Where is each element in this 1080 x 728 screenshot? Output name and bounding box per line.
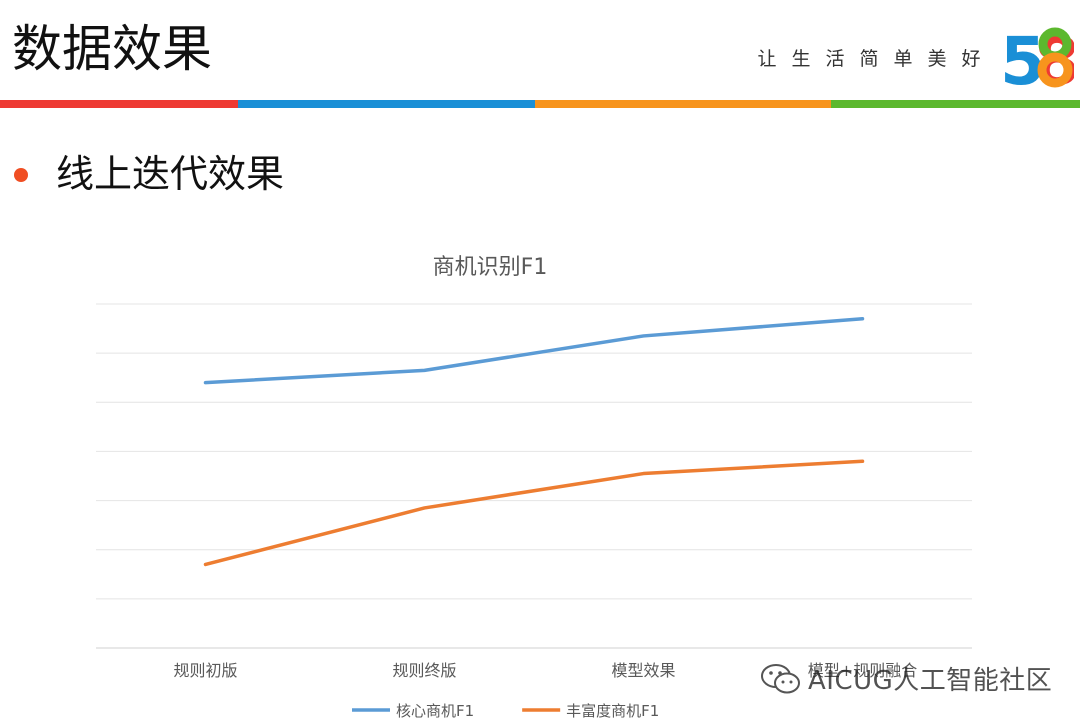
color-bar-red xyxy=(0,100,238,108)
series-line-2 xyxy=(203,459,865,567)
x-tick-label: 规则初版 xyxy=(173,661,237,680)
color-bar-blue xyxy=(238,100,535,108)
color-bar-green xyxy=(831,100,1080,108)
legend-label-2: 丰富度商机F1 xyxy=(566,702,659,720)
slogan-char: 好 xyxy=(961,48,981,70)
slogan-char: 美 xyxy=(927,48,947,70)
series-line-1 xyxy=(203,316,865,385)
x-tick-label: 模型+规则融合 xyxy=(808,661,917,680)
brand-logo: 5 8 xyxy=(1000,24,1074,90)
bullet-dot xyxy=(14,168,28,182)
slogan-char: 单 xyxy=(893,48,913,70)
logo-ring-orange xyxy=(1037,52,1073,88)
legend-label-1: 核心商机F1 xyxy=(396,702,474,720)
x-tick-label: 规则终版 xyxy=(392,661,456,680)
watermark: AICUG人工智能社区 xyxy=(760,660,1052,697)
page-title: 数据效果 xyxy=(12,20,212,78)
slogan-char: 活 xyxy=(825,48,845,70)
x-tick-label: 模型效果 xyxy=(611,661,675,680)
slogan-char: 简 xyxy=(859,48,879,70)
f1-line-chart: 商机识别F1 规则初版 规则终版 模型效果 模型+规则融合 核心商机F1 丰富度商机F1 xyxy=(96,255,972,720)
wechat-icon xyxy=(761,663,800,693)
slogan-char: 让 xyxy=(757,48,777,70)
header-color-bar xyxy=(0,100,1080,108)
logo-digit-5: 5 xyxy=(1000,24,1046,90)
watermark-text: AICUG人工智能社区 xyxy=(808,666,1053,696)
slogan: 让 生 活 简 单 美 好 xyxy=(750,44,988,71)
color-bar-orange xyxy=(535,100,831,108)
slogan-char: 生 xyxy=(791,48,811,70)
chart-title: 商机识别F1 xyxy=(433,255,548,280)
section-title: 线上迭代效果 xyxy=(56,152,285,196)
